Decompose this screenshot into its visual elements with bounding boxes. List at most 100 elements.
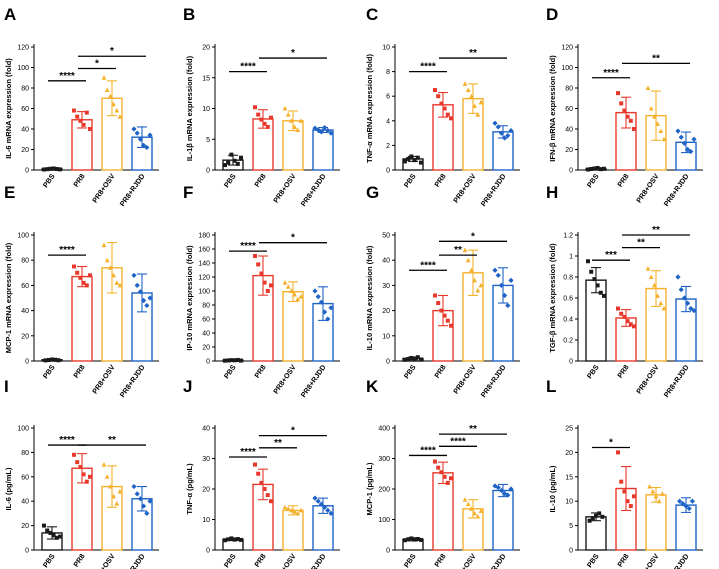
- category-label: PR8+RJDD: [479, 552, 508, 569]
- category-label: PR8+OSV: [271, 363, 298, 396]
- data-point: [56, 358, 61, 363]
- data-point: [54, 166, 59, 171]
- data-point: [419, 357, 423, 362]
- category-label: PR8+RJDD: [662, 172, 691, 208]
- data-point: [652, 282, 657, 288]
- data-point: [598, 290, 603, 295]
- data-point: [433, 88, 437, 93]
- data-point: [226, 537, 231, 542]
- data-point: [137, 289, 143, 295]
- panel-H: H 0 0.2 0.4 0.6 0.8 1 1.2 TGF-β mRNA expression …: [546, 183, 703, 399]
- category-label: PR8: [71, 552, 86, 569]
- category-label: PBS: [585, 363, 601, 380]
- data-point: [84, 283, 89, 288]
- data-point: [58, 167, 62, 172]
- significance-label: **: [652, 53, 660, 64]
- data-point: [259, 271, 264, 276]
- data-point: [628, 322, 633, 327]
- data-point: [134, 491, 140, 497]
- data-point: [648, 105, 654, 111]
- category-label: PR8+OSV: [90, 363, 117, 396]
- category-label: PR8+OSV: [451, 172, 478, 205]
- data-point: [101, 75, 107, 80]
- data-point: [285, 284, 291, 289]
- y-tick-label: 20: [565, 450, 573, 457]
- data-point: [589, 269, 594, 274]
- data-point: [239, 358, 243, 363]
- category-label: PR8+RJDD: [299, 172, 328, 208]
- data-point: [322, 124, 328, 131]
- y-tick-label: 0.4: [563, 317, 573, 324]
- y-tick-label: 40: [202, 331, 210, 338]
- data-point: [141, 503, 147, 509]
- data-point: [645, 266, 651, 271]
- y-tick-label: 2: [386, 143, 390, 150]
- y-tick-label: 0: [386, 359, 390, 366]
- data-point: [88, 273, 92, 278]
- data-point: [75, 270, 80, 275]
- y-tick-label: 60: [565, 106, 573, 113]
- data-point: [253, 462, 257, 467]
- category-label: PR8: [615, 552, 630, 569]
- category-label: PR8+RJDD: [299, 363, 328, 399]
- data-point: [295, 510, 301, 516]
- y-tick-label: 40: [382, 258, 390, 265]
- data-point: [147, 132, 153, 138]
- data-point: [492, 120, 498, 126]
- data-point: [101, 462, 107, 467]
- data-point: [114, 107, 120, 113]
- panel-G: G 0 10 20 30 40 50 IL-10 mRNA expression (fold)…: [365, 183, 520, 399]
- data-point: [681, 295, 687, 301]
- data-point: [683, 503, 689, 509]
- bar-pr8-osv: [282, 291, 304, 362]
- y-axis-title: MCP-1 mRNA expression (fold): [4, 242, 13, 353]
- data-point: [144, 302, 150, 309]
- data-point: [322, 504, 328, 510]
- data-point: [658, 300, 664, 306]
- data-point: [469, 267, 474, 273]
- significance-label: ****: [240, 447, 256, 458]
- y-tick-label: 100: [17, 426, 29, 433]
- data-point: [619, 479, 624, 484]
- data-point: [678, 134, 684, 140]
- data-point: [269, 499, 273, 504]
- data-point: [239, 155, 243, 160]
- y-tick-label: 200: [378, 487, 390, 494]
- data-point: [223, 163, 227, 168]
- data-point: [285, 112, 291, 117]
- y-tick-label: 100: [561, 65, 573, 72]
- y-tick-label: 0.6: [563, 296, 573, 303]
- data-point: [650, 488, 656, 494]
- data-point: [72, 108, 76, 113]
- data-point: [449, 323, 453, 328]
- data-point: [117, 488, 123, 494]
- y-tick-label: 60: [21, 106, 29, 113]
- data-point: [412, 356, 417, 361]
- data-point: [81, 122, 86, 127]
- y-tick-label: 20: [202, 345, 210, 352]
- data-point: [478, 508, 484, 513]
- data-point: [469, 93, 474, 99]
- data-point: [147, 498, 153, 504]
- data-point: [253, 254, 257, 258]
- y-tick-label: 100: [17, 233, 29, 240]
- y-tick-label: 10: [202, 517, 210, 524]
- data-point: [223, 358, 227, 363]
- category-label: PBS: [222, 363, 238, 380]
- data-point: [325, 128, 331, 134]
- data-point: [462, 247, 468, 253]
- category-label: PBS: [402, 363, 418, 380]
- data-point: [114, 280, 120, 285]
- data-point: [147, 295, 153, 301]
- data-point: [594, 513, 598, 518]
- data-point: [88, 474, 92, 479]
- significance-label: **: [454, 245, 462, 256]
- data-point: [289, 288, 294, 293]
- data-point: [46, 357, 51, 362]
- panel-J: J 0 10 20 30 40 TNF-α (pg/mL) PBS PR8 PR8+OSVPR8+…: [183, 377, 340, 569]
- y-axis-title: IL-1β mRNA expression (fold): [185, 55, 194, 161]
- category-label: PR8: [71, 172, 86, 189]
- data-point: [117, 282, 123, 288]
- data-point: [318, 299, 324, 305]
- panel-letter: H: [546, 183, 558, 202]
